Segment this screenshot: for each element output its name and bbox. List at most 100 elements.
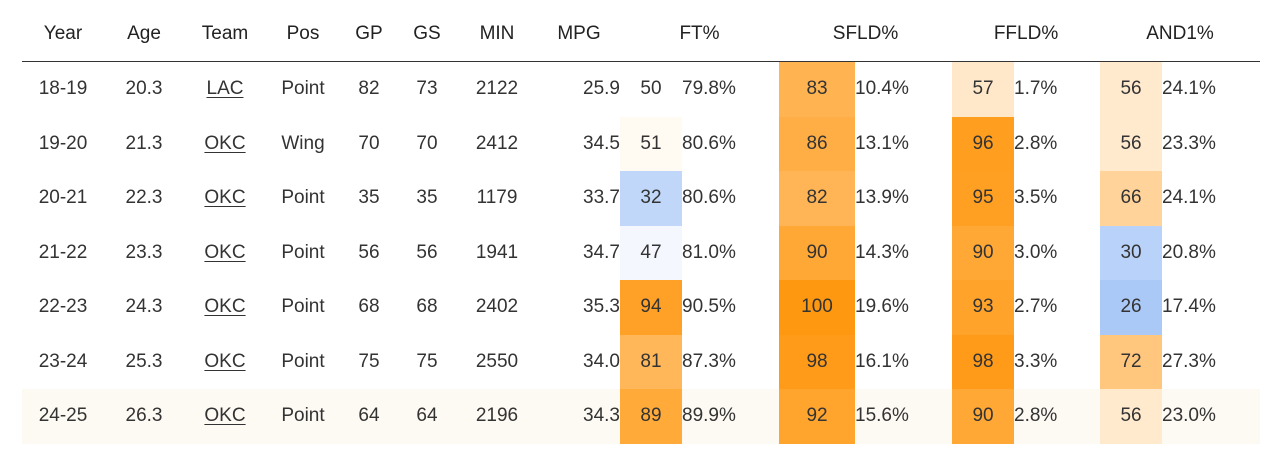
table-row: 23-24 25.3 OKC Point 75 75 2550 34.0 81 87.3% 98 16… [22,334,1260,390]
header-age[interactable]: Age [104,7,184,62]
and1-value-cell: 17.4% [1162,296,1216,318]
ft-value-cell: 81.0% [682,241,736,263]
header-ft[interactable]: FT% [620,7,780,62]
ft-value-cell: 90.5% [682,296,736,318]
table-row: 21-22 23.3 OKC Point 56 56 1941 34.7 47 81.0% 90 14… [22,225,1260,280]
table-row: 19-20 21.3 OKC Wing 70 70 2412 34.5 51 80.6% 86 13.… [22,116,1260,172]
mpg-cell: 35.3 [583,296,620,318]
mpg-cell: 33.7 [583,187,620,209]
and1-value-cell: 23.3% [1162,132,1216,154]
pos-cell: Wing [281,132,325,154]
ffld-value-cell: 2.7% [1014,296,1058,318]
and1-value-cell: 27.3% [1162,350,1216,372]
ffld-value-cell: 3.0% [1014,241,1058,263]
table-row: 22-23 24.3 OKC Point 68 68 2402 35.3 94 90.5% 100 1… [22,280,1260,335]
header-gp[interactable]: GP [340,7,398,62]
header-pos[interactable]: Pos [266,7,340,62]
team-link[interactable]: OKC [204,350,246,372]
gs-cell: 35 [416,187,438,209]
min-cell: 2412 [475,132,519,154]
gp-cell: 82 [358,78,380,100]
ft-value-cell: 89.9% [682,389,780,444]
sfld-value-cell: 10.4% [855,78,909,100]
year-cell: 24-25 [22,389,104,444]
ffld-percentile-cell: 90 [952,225,1015,280]
header-gs[interactable]: GS [398,7,456,62]
sfld-value-cell: 13.9% [855,187,909,209]
sfld-percentile-cell: 86 [779,116,856,171]
team-cell: OKC [184,389,266,444]
gp-cell: 70 [358,132,380,154]
and1-percentile-cell: 56 [1100,116,1163,171]
pos-cell: Point [266,389,340,444]
year-cell: 19-20 [38,132,88,154]
min-cell: 2402 [475,296,519,318]
team-link[interactable]: OKC [204,187,246,209]
ffld-percentile-cell: 57 [952,61,1015,117]
ft-percentile-cell: 51 [620,116,682,171]
team-link[interactable]: OKC [204,241,246,263]
mpg-cell: 34.0 [583,350,620,372]
ffld-value-cell: 3.3% [1014,350,1058,372]
and1-percentile-cell: 30 [1100,225,1163,280]
year-cell: 20-21 [38,187,88,209]
team-cell: OKC [184,335,266,390]
header-sfld[interactable]: SFLD% [779,7,953,62]
mpg-cell: 34.5 [583,132,620,154]
team-link[interactable]: OKC [204,296,246,318]
and1-value-cell: 24.1% [1162,187,1216,209]
gp-cell: 56 [358,241,380,263]
age-cell: 21.3 [125,132,163,154]
team-link[interactable]: OKC [204,132,246,154]
header-team[interactable]: Team [184,7,266,62]
ft-percentile-cell: 89 [620,389,682,444]
age-cell: 26.3 [104,389,184,444]
stats-body: 18-19 20.3 LAC Point 82 73 2122 25.9 50 79.8% 83 10… [22,61,1261,444]
ft-percentile-cell: 81 [620,334,682,389]
ffld-percentile-cell: 95 [952,171,1015,226]
age-cell: 25.3 [125,350,163,372]
min-cell: 1179 [476,187,518,209]
ft-percentile-cell: 50 [620,61,682,117]
sfld-value-cell: 15.6% [855,389,953,444]
and1-percentile-cell: 66 [1100,171,1163,226]
sfld-percentile-cell: 92 [779,389,856,444]
ffld-percentile-cell: 96 [952,116,1015,171]
and1-percentile-cell: 26 [1100,280,1163,335]
team-cell: OKC [184,117,266,172]
sfld-percentile-cell: 90 [779,225,856,280]
header-mpg[interactable]: MPG [538,7,620,62]
team-cell: OKC [184,280,266,335]
pos-cell: Point [281,78,325,100]
ft-value-cell: 80.6% [682,187,736,209]
table-row: 24-25 26.3 OKC Point 64 64 2196 34.3 89 89.9% 92 15… [22,389,1261,444]
header-ffld[interactable]: FFLD% [952,7,1101,62]
gs-cell: 56 [416,241,438,263]
year-cell: 23-24 [38,350,88,372]
header-year[interactable]: Year [22,7,104,62]
age-cell: 20.3 [125,78,163,100]
team-link[interactable]: LAC [206,78,244,100]
sfld-value-cell: 13.1% [855,132,909,154]
team-link[interactable]: OKC [204,405,246,427]
age-cell: 22.3 [125,187,163,209]
pos-cell: Point [281,350,325,372]
min-cell: 2196 [456,389,538,444]
gs-cell: 64 [398,389,456,444]
header-and1[interactable]: AND1% [1100,7,1261,62]
sfld-percentile-cell: 83 [779,61,856,117]
ft-value-cell: 80.6% [682,132,736,154]
ffld-value-cell: 1.7% [1014,78,1058,100]
gs-cell: 68 [416,296,438,318]
header-min[interactable]: MIN [456,7,538,62]
min-cell: 2550 [475,350,519,372]
gp-cell: 35 [358,187,380,209]
ft-percentile-cell: 47 [620,225,682,280]
and1-percentile-cell: 72 [1100,334,1163,389]
mpg-cell: 34.7 [583,241,620,263]
and1-percentile-cell: 56 [1100,389,1163,444]
player-stats-table: Year Age Team Pos GP GS MIN MPG FT% SFLD… [22,7,1261,444]
and1-value-cell: 20.8% [1162,241,1216,263]
team-cell: LAC [184,62,266,117]
header-row: Year Age Team Pos GP GS MIN MPG FT% SFLD… [22,7,1261,62]
